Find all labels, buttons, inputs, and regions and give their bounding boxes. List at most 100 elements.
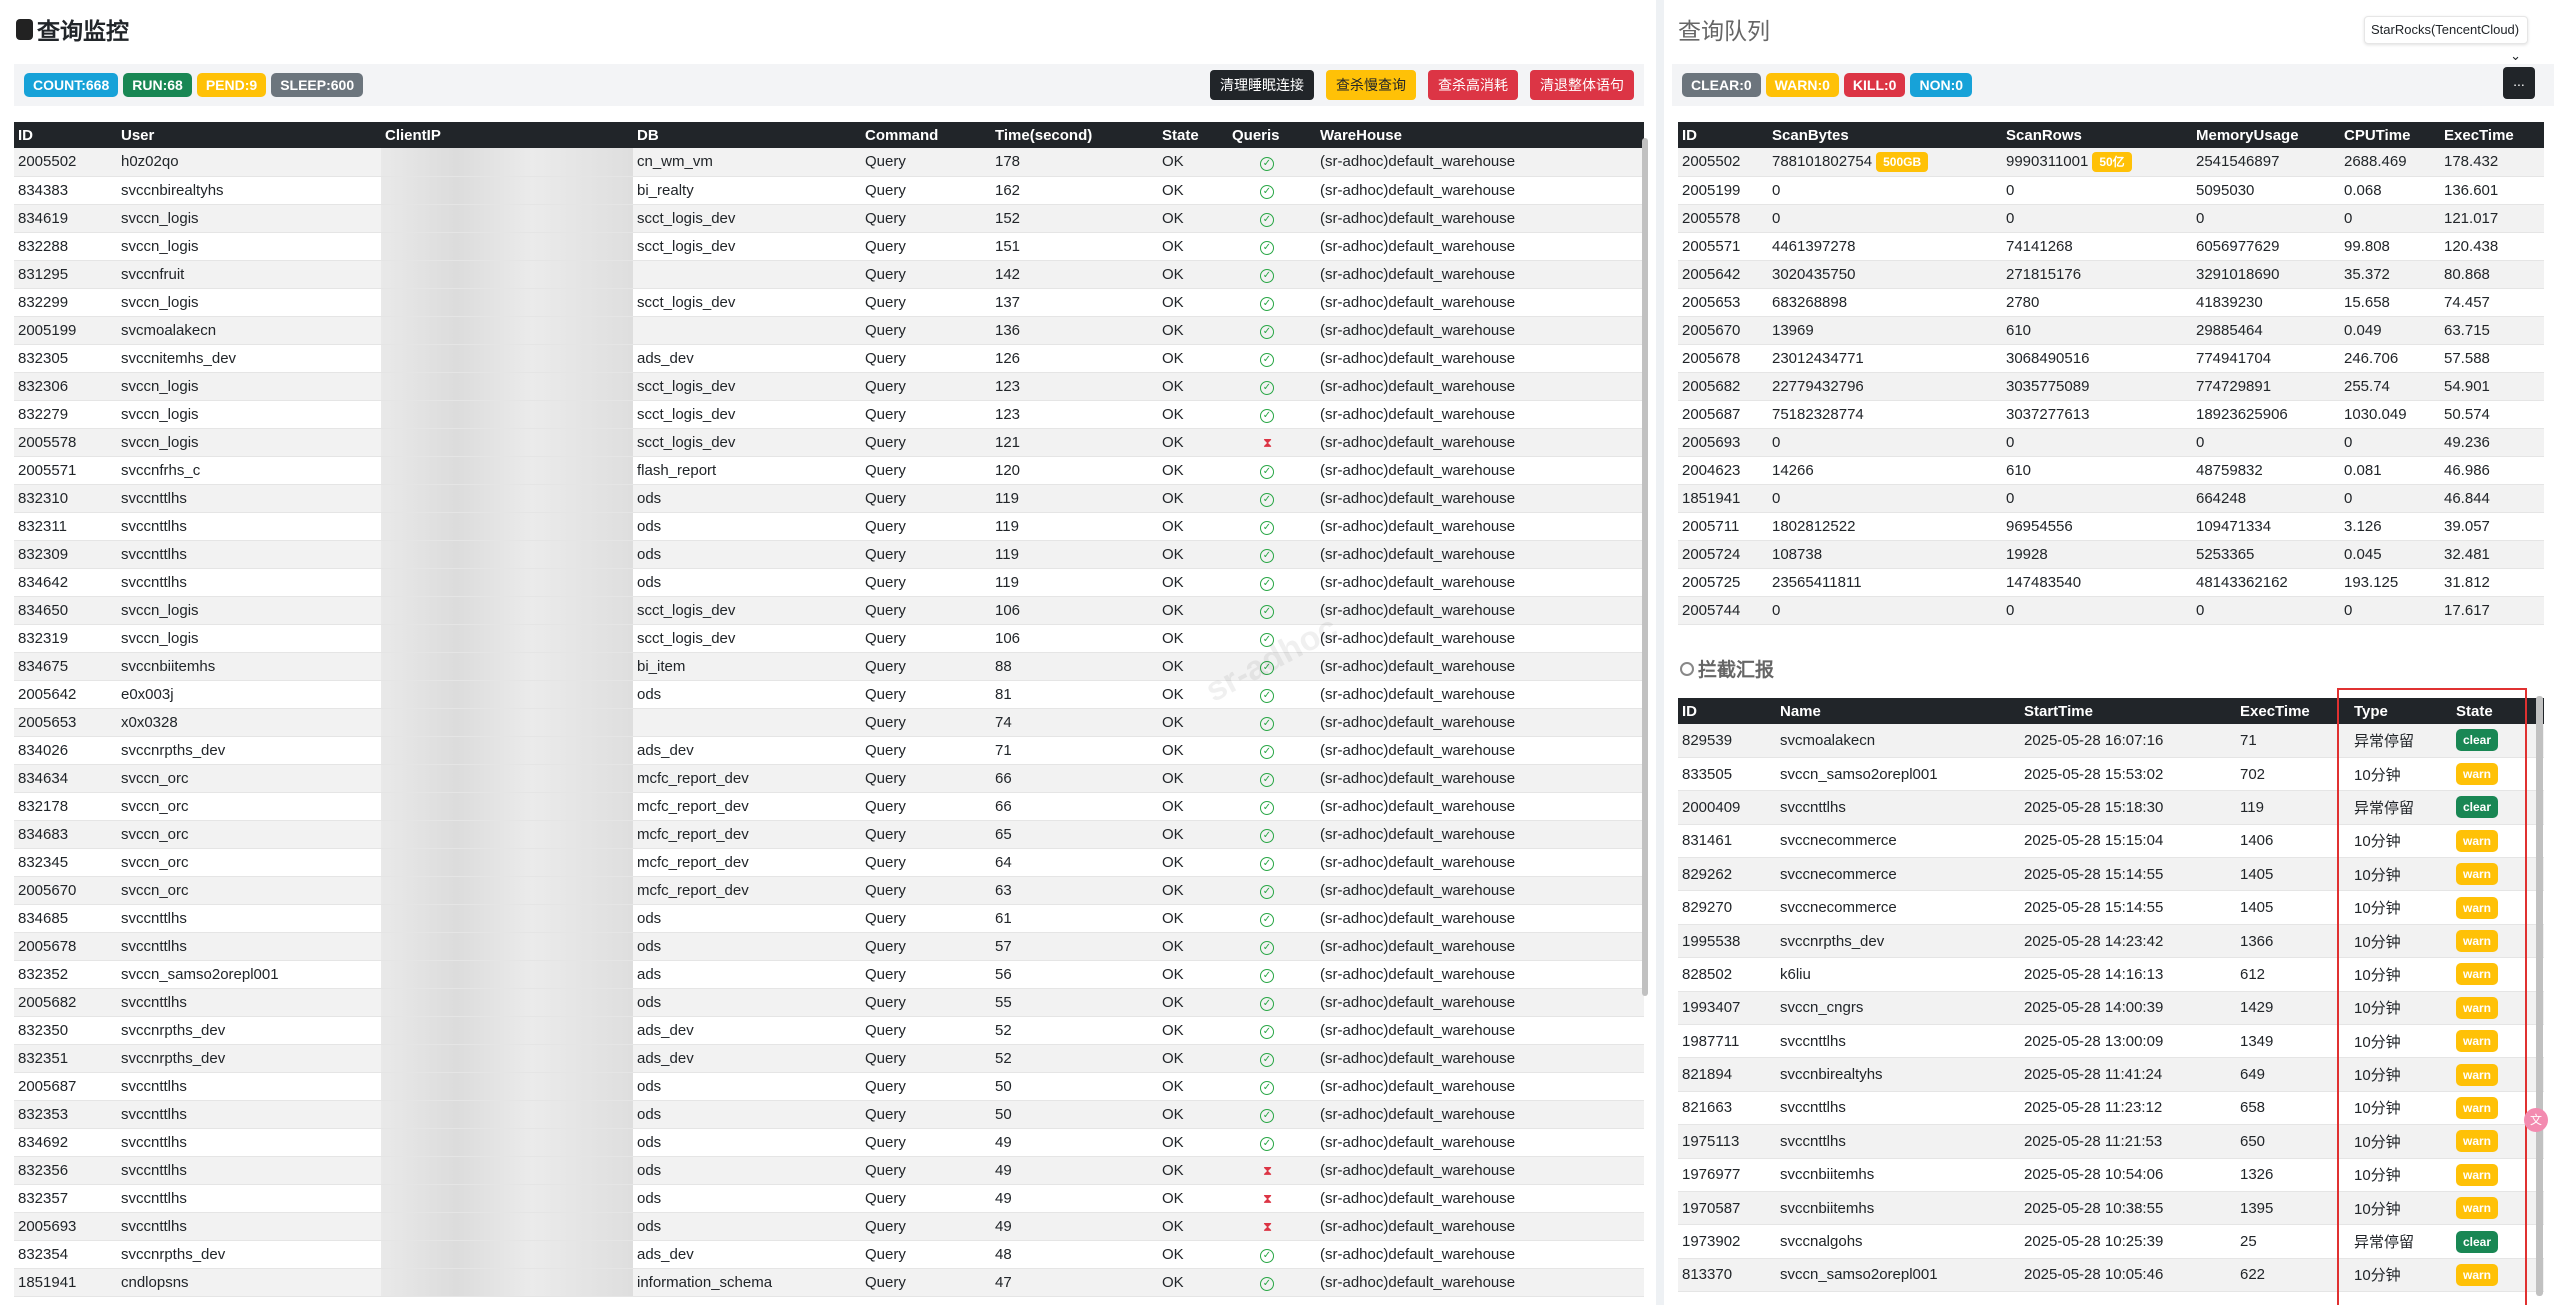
check-circle-icon[interactable]: ✓ — [1260, 1137, 1274, 1151]
table-row[interactable]: 831295 svccnfruit Query 142 OK ✓ (sr-adhoc)def… — [14, 260, 1644, 289]
check-circle-icon[interactable]: ✓ — [1260, 689, 1274, 703]
state-badge[interactable]: clear — [2456, 1230, 2499, 1253]
state-badge[interactable]: warn — [2456, 1263, 2499, 1286]
table-row[interactable]: 834642 svccnttlhs ods Query 119 OK ✓ (sr-adhoc)… — [14, 568, 1644, 597]
table-row[interactable]: 2005744 0 0 0 0 17.617 — [1678, 596, 2544, 625]
check-circle-icon[interactable]: ✓ — [1260, 297, 1274, 311]
table-row[interactable]: 829270 svccnecommerce 2025-05-28 15:14:55 1… — [1678, 890, 2544, 925]
table-row[interactable]: 832305 svccnitemhs_dev ads_dev Query 126 OK ✓ (… — [14, 344, 1644, 373]
check-circle-icon[interactable]: ✓ — [1260, 381, 1274, 395]
table-row[interactable]: 2005724 108738 19928 5253365 0.045 32.481 — [1678, 540, 2544, 569]
check-circle-icon[interactable]: ✓ — [1260, 1053, 1274, 1067]
check-circle-icon[interactable]: ✓ — [1260, 325, 1274, 339]
check-circle-icon[interactable]: ✓ — [1260, 1025, 1274, 1039]
state-badge[interactable]: warn — [2456, 896, 2499, 919]
state-badge[interactable]: warn — [2456, 863, 2499, 886]
more-button[interactable]: ... — [2503, 67, 2535, 99]
check-circle-icon[interactable]: ✓ — [1260, 661, 1274, 675]
state-badge[interactable]: warn — [2456, 1063, 2499, 1086]
check-circle-icon[interactable]: ✓ — [1260, 885, 1274, 899]
check-circle-icon[interactable]: ✓ — [1260, 605, 1274, 619]
table-row[interactable]: 2005571 svccnfrhs_c flash_report Query 120 OK… — [14, 456, 1644, 485]
table-row[interactable]: 834026 svccnrpths_dev ads_dev Query 71 OK ✓ (sr… — [14, 736, 1644, 765]
state-badge[interactable]: warn — [2456, 1096, 2499, 1119]
table-row[interactable]: 2005682 svccnttlhs ods Query 55 OK ✓ (sr-adhoc)… — [14, 988, 1644, 1017]
check-circle-icon[interactable]: ✓ — [1260, 913, 1274, 927]
table-row[interactable]: 2005670 13969 610 29885464 0.049 63.715 — [1678, 316, 2544, 345]
check-circle-icon[interactable]: ✓ — [1260, 241, 1274, 255]
table-row[interactable]: 1970587 svccnbiitemhs 2025-05-28 10:38:55 1… — [1678, 1191, 2544, 1226]
check-circle-icon[interactable]: ✓ — [1260, 465, 1274, 479]
table-row[interactable]: 2005687 75182328774 3037277613 18923625906 1… — [1678, 400, 2544, 429]
state-badge[interactable]: warn — [2456, 1163, 2499, 1186]
table-row[interactable]: 2005642 3020435750 271815176 3291018690 35.3… — [1678, 260, 2544, 289]
table-row[interactable]: 834619 svccn_logis scct_logis_dev Query 152 O… — [14, 204, 1644, 233]
state-badge[interactable]: clear — [2456, 796, 2499, 819]
table-row[interactable]: 1851941 0 0 664248 0 46.844 — [1678, 484, 2544, 513]
table-row[interactable]: 2005725 23565411811 147483540 48143362162 19… — [1678, 568, 2544, 597]
check-circle-icon[interactable]: ✓ — [1260, 773, 1274, 787]
table-row[interactable]: 832299 svccn_logis scct_logis_dev Query 137 O… — [14, 288, 1644, 317]
table-row[interactable]: 2000409 svccnttlhs 2025-05-28 15:18:30 119 异… — [1678, 790, 2544, 825]
check-circle-icon[interactable]: ✓ — [1260, 1277, 1274, 1291]
table-row[interactable]: 1973902 svccnalgohs 2025-05-28 10:25:39 25 异… — [1678, 1224, 2544, 1259]
table-row[interactable]: 829262 svccnecommerce 2025-05-28 15:14:55 1… — [1678, 857, 2544, 892]
table-row[interactable]: 1995538 svccnrpths_dev 2025-05-28 14:23:42… — [1678, 924, 2544, 959]
table-row[interactable]: 832350 svccnrpths_dev ads_dev Query 52 OK ✓ (sr… — [14, 1016, 1644, 1045]
check-circle-icon[interactable]: ✓ — [1260, 1109, 1274, 1123]
kill-slow-queries-button[interactable]: 查杀慢查询 — [1326, 70, 1416, 100]
table-row[interactable]: 834650 svccn_logis scct_logis_dev Query 106 O… — [14, 596, 1644, 625]
table-row[interactable]: 2005578 svccn_logis scct_logis_dev Query 121… — [14, 428, 1644, 457]
table-row[interactable]: 832351 svccnrpths_dev ads_dev Query 52 OK ✓ (sr… — [14, 1044, 1644, 1073]
table-row[interactable]: 2005653 683268898 2780 41839230 15.658 74.457 — [1678, 288, 2544, 317]
table-row[interactable]: 1975113 svccnttlhs 2025-05-28 11:21:53 650 1… — [1678, 1124, 2544, 1159]
state-badge[interactable]: warn — [2456, 763, 2499, 786]
check-circle-icon[interactable]: ✓ — [1260, 577, 1274, 591]
table-row[interactable]: 2004623 14266 610 48759832 0.081 46.986 — [1678, 456, 2544, 485]
table-row[interactable]: 2005199 svcmoalakecn Query 136 OK ✓ (sr-adhoc)… — [14, 316, 1644, 345]
check-circle-icon[interactable]: ✓ — [1260, 717, 1274, 731]
table-row[interactable]: 813370 svccn_samso2orepl001 2025-05-28 10:… — [1678, 1258, 2544, 1293]
table-row[interactable]: 832311 svccnttlhs ods Query 119 OK ✓ (sr-adhoc)… — [14, 512, 1644, 541]
table-row[interactable]: 2005678 23012434771 3068490516 774941704 246… — [1678, 344, 2544, 373]
table-row[interactable]: 832309 svccnttlhs ods Query 119 OK ✓ (sr-adhoc)… — [14, 540, 1644, 569]
table-row[interactable]: 2005199 0 0 5095030 0.068 136.601 — [1678, 176, 2544, 205]
clear-all-statements-button[interactable]: 清退整体语句 — [1530, 70, 1634, 100]
table-row[interactable]: 2005682 22779432796 3035775089 774729891 255… — [1678, 372, 2544, 401]
table-row[interactable]: 1851941 cndlopsns information_schema Query 4… — [14, 1268, 1644, 1297]
cluster-select[interactable]: StarRocks(TencentCloud) ⌄ — [2364, 16, 2528, 63]
table-row[interactable]: 2005693 svccnttlhs ods Query 49 OK ⧗ (sr-adhoc)… — [14, 1212, 1644, 1241]
table-row[interactable]: 2005502 788101802754 500GB 9990311001 50亿 254… — [1678, 148, 2544, 177]
table-row[interactable]: 2005578 0 0 0 0 121.017 — [1678, 204, 2544, 233]
table-row[interactable]: 832353 svccnttlhs ods Query 50 OK ✓ (sr-adhoc)d… — [14, 1100, 1644, 1129]
table-row[interactable]: 834683 svccn_orc mcfc_report_dev Query 65 OK ✓… — [14, 820, 1644, 849]
table-row[interactable]: 2005711 1802812522 96954556 109471334 3.126 3… — [1678, 512, 2544, 541]
table-row[interactable]: 832352 svccn_samso2orepl001 ads Query 56 OK ✓ (… — [14, 960, 1644, 989]
translate-float-icon[interactable]: 文 — [2524, 1108, 2548, 1132]
table-row[interactable]: 832345 svccn_orc mcfc_report_dev Query 64 OK ✓… — [14, 848, 1644, 877]
state-badge[interactable]: warn — [2456, 829, 2499, 852]
check-circle-icon[interactable]: ✓ — [1260, 213, 1274, 227]
table-row[interactable]: 834685 svccnttlhs ods Query 61 OK ✓ (sr-adhoc)d… — [14, 904, 1644, 933]
table-row[interactable]: 2005678 svccnttlhs ods Query 57 OK ✓ (sr-adhoc)… — [14, 932, 1644, 961]
table-row[interactable]: 832354 svccnrpths_dev ads_dev Query 48 OK ✓ (sr… — [14, 1240, 1644, 1269]
table-row[interactable]: 821894 svccnbirealtyhs 2025-05-28 11:41:24… — [1678, 1057, 2544, 1092]
check-circle-icon[interactable]: ✓ — [1260, 521, 1274, 535]
table-row[interactable]: 832357 svccnttlhs ods Query 49 OK ⧗ (sr-adhoc)d… — [14, 1184, 1644, 1213]
state-badge[interactable]: warn — [2456, 1130, 2499, 1153]
check-circle-icon[interactable]: ✓ — [1260, 409, 1274, 423]
hourglass-icon[interactable]: ⧗ — [1263, 1162, 1273, 1178]
table-row[interactable]: 2005670 svccn_orc mcfc_report_dev Query 63 OK… — [14, 876, 1644, 905]
state-badge[interactable]: warn — [2456, 996, 2499, 1019]
check-circle-icon[interactable]: ✓ — [1260, 353, 1274, 367]
table-row[interactable]: 832356 svccnttlhs ods Query 49 OK ⧗ (sr-adhoc)d… — [14, 1156, 1644, 1185]
table-row[interactable]: 832279 svccn_logis scct_logis_dev Query 123 O… — [14, 400, 1644, 429]
state-badge[interactable]: warn — [2456, 963, 2499, 986]
state-badge[interactable]: warn — [2456, 930, 2499, 953]
check-circle-icon[interactable]: ✓ — [1260, 269, 1274, 283]
check-circle-icon[interactable]: ✓ — [1260, 1081, 1274, 1095]
check-circle-icon[interactable]: ✓ — [1260, 969, 1274, 983]
state-badge[interactable]: warn — [2456, 1197, 2499, 1220]
table-row[interactable]: 832178 svccn_orc mcfc_report_dev Query 66 OK ✓… — [14, 792, 1644, 821]
table-row[interactable]: 821663 svccnttlhs 2025-05-28 11:23:12 658 10… — [1678, 1091, 2544, 1126]
